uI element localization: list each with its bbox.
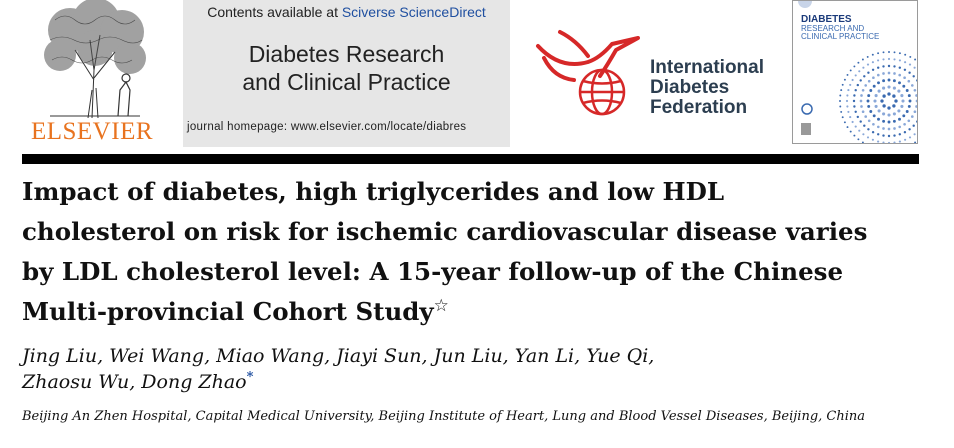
elsevier-wordmark: ELSEVIER — [30, 118, 154, 145]
author-affiliation: Beijing An Zhen Hospital, Capital Medica… — [22, 409, 866, 424]
cover-dot-pattern-icon — [798, 1, 917, 143]
journal-title-line2: and Clinical Practice — [242, 69, 451, 95]
title-line2: cholesterol on risk for ischemic cardiov… — [22, 217, 868, 246]
cover-title-line1: DIABETES — [801, 14, 852, 25]
title-line4: Multi-provincial Cohort Study — [22, 297, 434, 326]
corresponding-author-mark[interactable]: * — [246, 369, 254, 385]
elsevier-tree-icon — [44, 0, 146, 118]
elsevier-logo: ELSEVIER — [22, 0, 162, 148]
idf-bird-globe-icon — [536, 30, 640, 116]
journal-info-box: Contents available at Sciverse ScienceDi… — [183, 0, 510, 147]
idf-name: International Diabetes Federation — [650, 58, 764, 118]
contents-prefix: Contents available at — [207, 4, 342, 20]
header-divider — [22, 154, 919, 164]
title-line3: by LDL cholesterol level: A 15-year foll… — [22, 257, 844, 286]
journal-homepage[interactable]: journal homepage: www.elsevier.com/locat… — [187, 121, 467, 133]
idf-line1: International — [650, 57, 765, 78]
sciencedirect-link[interactable]: Sciverse ScienceDirect — [341, 4, 486, 20]
cover-title-line3: CLINICAL PRACTICE — [801, 32, 880, 41]
authors-line2-wrap: Zhaosu Wu, Dong Zhao* — [22, 369, 922, 395]
author-list: Jing Liu, Wei Wang, Miao Wang, Jiayi Sun… — [22, 343, 922, 395]
journal-title-line1: Diabetes Research — [248, 41, 445, 67]
idf-line2: Diabetes — [650, 77, 730, 98]
journal-title: Diabetes Research and Clinical Practice — [183, 40, 510, 96]
title-line4-wrap: Multi-provincial Cohort Study☆ — [22, 292, 932, 332]
authors-line2: Zhaosu Wu, Dong Zhao — [22, 371, 247, 393]
cover-title-rest: RESEARCH AND CLINICAL PRACTICE — [801, 25, 911, 41]
cover-title-line2: RESEARCH AND — [801, 24, 865, 33]
title-footnote-star-icon[interactable]: ☆ — [433, 295, 449, 316]
idf-line3: Federation — [650, 97, 748, 118]
journal-cover-thumbnail: DIABETES RESEARCH AND CLINICAL PRACTICE — [792, 0, 918, 144]
article-title: Impact of diabetes, high triglycerides a… — [22, 172, 932, 332]
idf-logo: International Diabetes Federation — [530, 18, 790, 128]
authors-line1: Jing Liu, Wei Wang, Miao Wang, Jiayi Sun… — [22, 345, 655, 367]
contents-available-line: Contents available at Sciverse ScienceDi… — [183, 4, 510, 20]
title-line1: Impact of diabetes, high triglycerides a… — [22, 177, 725, 206]
